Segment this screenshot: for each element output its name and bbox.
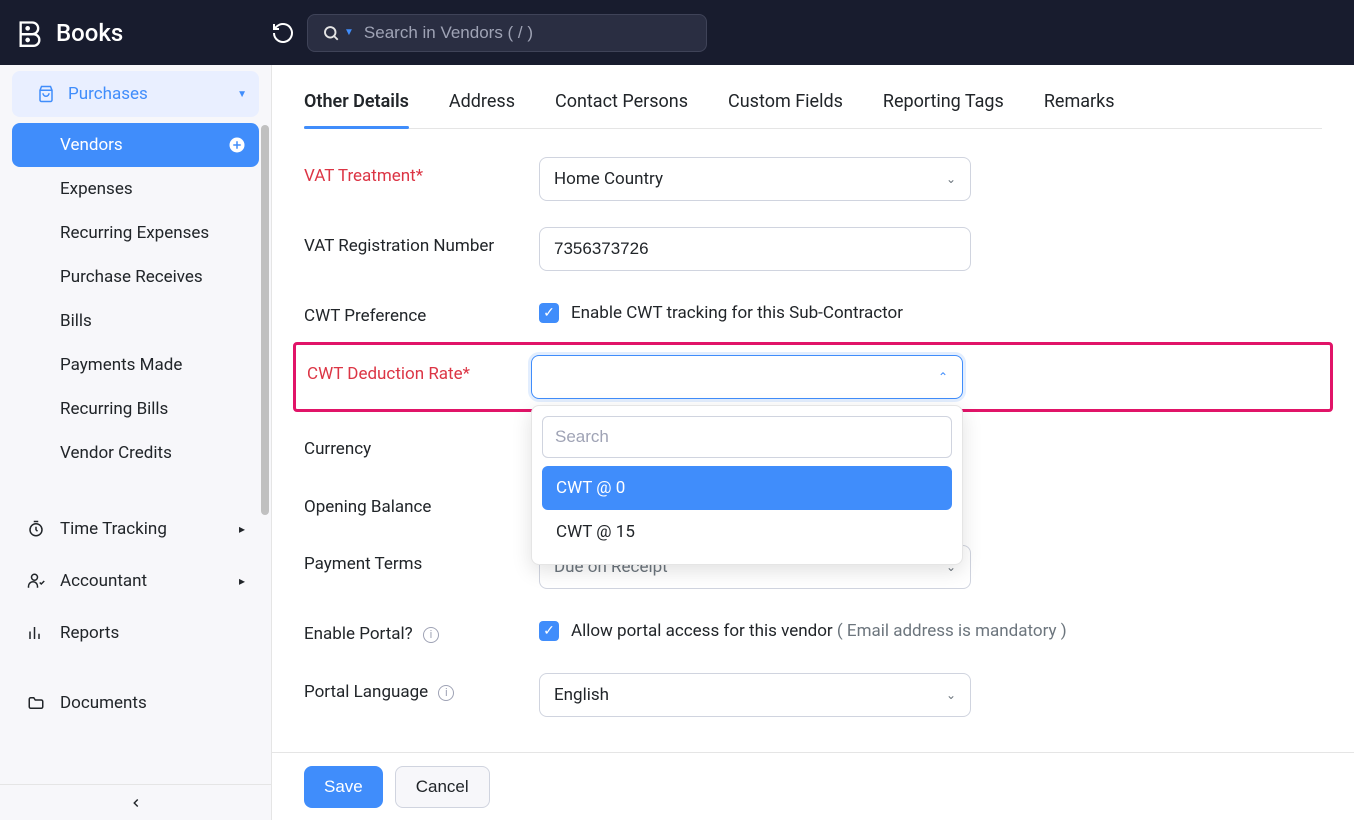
clock-icon [26, 520, 46, 538]
chevron-down-icon: ▼ [237, 89, 247, 100]
sidebar-item-label: Accountant [60, 571, 225, 591]
highlight-cwt-rate: CWT Deduction Rate* ⌃ CWT @ 0 CWT @ 15 [293, 342, 1333, 412]
sidebar-collapse-button[interactable] [0, 784, 271, 820]
tab-address[interactable]: Address [449, 79, 515, 128]
sidebar-item-label: Purchase Receives [60, 267, 259, 287]
sidebar-item-vendors[interactable]: Vendors [12, 123, 259, 167]
sidebar-item-label: Reports [60, 623, 245, 643]
topbar-right: ▼ [271, 14, 707, 52]
tab-custom-fields[interactable]: Custom Fields [728, 79, 843, 128]
sidebar-item-label: Recurring Expenses [60, 223, 259, 243]
dropdown-option-cwt-15[interactable]: CWT @ 15 [542, 510, 952, 554]
row-enable-portal: Enable Portal? i ✓ Allow portal access f… [304, 615, 1322, 647]
row-vat-treatment: VAT Treatment* Home Country ⌄ [304, 157, 1322, 201]
label-opening-balance: Opening Balance [304, 488, 539, 520]
sidebar-item-label: Vendor Credits [60, 443, 259, 463]
sidebar-scrollbar [261, 65, 269, 705]
sidebar-item-label: Bills [60, 311, 259, 331]
check-label-cwt: Enable CWT tracking for this Sub-Contrac… [571, 303, 903, 323]
search-icon [322, 24, 340, 42]
row-vat-reg: VAT Registration Number [304, 227, 1322, 271]
portal-hint: ( Email address is mandatory ) [837, 621, 1067, 641]
folder-icon [26, 694, 46, 712]
plus-icon[interactable] [227, 135, 247, 155]
person-icon [26, 572, 46, 590]
tab-contact-persons[interactable]: Contact Persons [555, 79, 688, 128]
select-cwt-rate[interactable]: ⌃ [531, 355, 963, 399]
chevron-down-icon: ⌄ [946, 172, 956, 186]
label-currency: Currency [304, 430, 539, 462]
sidebar-group-label: Purchases [68, 84, 237, 104]
search-box[interactable]: ▼ [307, 14, 707, 52]
label-vat-reg: VAT Registration Number [304, 227, 539, 259]
sidebar-item-documents[interactable]: Documents [0, 677, 271, 729]
dropdown-cwt-rate: CWT @ 0 CWT @ 15 [531, 405, 963, 565]
chevron-right-icon: ▸ [239, 574, 245, 588]
topbar: Books ▼ [0, 0, 1354, 65]
label-portal-language: Portal Language i [304, 673, 539, 705]
logo-icon [16, 19, 44, 47]
sidebar-item-expenses[interactable]: Expenses [0, 167, 271, 211]
sidebar-item-payments-made[interactable]: Payments Made [0, 343, 271, 387]
sidebar-item-vendor-credits[interactable]: Vendor Credits [0, 431, 271, 475]
tab-remarks[interactable]: Remarks [1044, 79, 1115, 128]
sidebar-item-bills[interactable]: Bills [0, 299, 271, 343]
sidebar-item-recurring-expenses[interactable]: Recurring Expenses [0, 211, 271, 255]
sidebar: Purchases ▼ Vendors Expenses Recurring E… [0, 65, 272, 820]
sidebar-item-label: Time Tracking [60, 519, 225, 539]
info-icon[interactable]: i [438, 685, 454, 701]
tab-reporting-tags[interactable]: Reporting Tags [883, 79, 1004, 128]
chevron-down-icon: ⌄ [946, 688, 956, 702]
tab-other-details[interactable]: Other Details [304, 79, 409, 128]
sidebar-item-time-tracking[interactable]: Time Tracking ▸ [0, 503, 271, 555]
bar-chart-icon [26, 624, 46, 642]
save-button[interactable]: Save [304, 766, 383, 808]
label-cwt-pref: CWT Preference [304, 297, 539, 329]
app-name: Books [56, 19, 123, 47]
label-vat-treatment: VAT Treatment* [304, 157, 539, 189]
sidebar-group-purchases[interactable]: Purchases ▼ [12, 71, 259, 117]
bag-icon [36, 85, 56, 103]
label-payment-terms: Payment Terms [304, 545, 539, 577]
sidebar-item-label: Vendors [60, 135, 227, 155]
check-label-portal: Allow portal access for this vendor ( Em… [571, 621, 1067, 641]
footer: Save Cancel [272, 752, 1354, 820]
search-scope-arrow[interactable]: ▼ [344, 27, 354, 38]
label-enable-portal: Enable Portal? i [304, 615, 539, 647]
select-portal-language[interactable]: English ⌄ [539, 673, 971, 717]
logo: Books [16, 19, 271, 47]
chevron-up-icon: ⌃ [938, 370, 948, 384]
select-value: Home Country [554, 169, 663, 189]
dropdown-search-input[interactable] [542, 416, 952, 458]
cancel-button[interactable]: Cancel [395, 766, 490, 808]
main-panel: Other Details Address Contact Persons Cu… [272, 65, 1354, 820]
search-input[interactable] [364, 23, 692, 43]
sidebar-item-purchase-receives[interactable]: Purchase Receives [0, 255, 271, 299]
sidebar-scrollbar-thumb[interactable] [261, 125, 269, 515]
sidebar-item-label: Expenses [60, 179, 259, 199]
tabs: Other Details Address Contact Persons Cu… [304, 79, 1322, 129]
sidebar-item-reports[interactable]: Reports [0, 607, 271, 659]
checkbox-cwt-pref[interactable]: ✓ [539, 303, 559, 323]
chevron-right-icon: ▸ [239, 522, 245, 536]
chevron-left-icon [129, 796, 143, 810]
select-vat-treatment[interactable]: Home Country ⌄ [539, 157, 971, 201]
label-cwt-rate: CWT Deduction Rate* [296, 355, 531, 399]
input-vat-reg[interactable] [539, 227, 971, 271]
row-cwt-pref: CWT Preference ✓ Enable CWT tracking for… [304, 297, 1322, 329]
sidebar-item-recurring-bills[interactable]: Recurring Bills [0, 387, 271, 431]
checkbox-enable-portal[interactable]: ✓ [539, 621, 559, 641]
sidebar-item-accountant[interactable]: Accountant ▸ [0, 555, 271, 607]
select-value: English [554, 685, 609, 705]
reload-icon[interactable] [271, 21, 295, 45]
sidebar-item-label: Payments Made [60, 355, 259, 375]
info-icon[interactable]: i [423, 627, 439, 643]
sidebar-item-label: Recurring Bills [60, 399, 259, 419]
sidebar-item-label: Documents [60, 693, 245, 713]
dropdown-option-cwt-0[interactable]: CWT @ 0 [542, 466, 952, 510]
row-portal-language: Portal Language i English ⌄ [304, 673, 1322, 717]
